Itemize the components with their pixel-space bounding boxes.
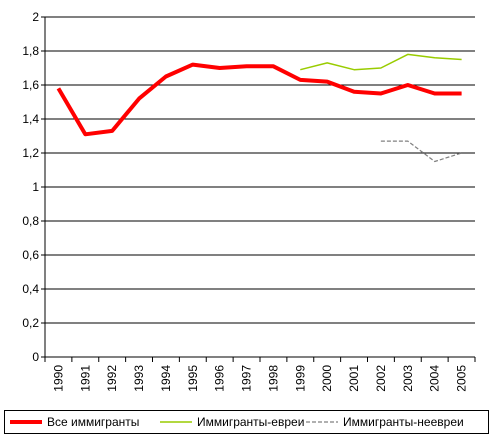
y-tick-label: 1,6 [22, 78, 39, 92]
y-tick-label: 0,6 [22, 248, 39, 262]
y-axis: 0 0,2 0,4 0,6 0,8 1 1,2 1,4 1,6 1,8 2 [22, 10, 46, 364]
legend-label-1: Все иммигранты [47, 415, 139, 429]
series-line-3 [380, 140, 462, 163]
y-tick-label: 1,8 [22, 44, 39, 58]
x-tick-label: 1998 [266, 365, 280, 392]
legend-label-2: Иммигранты-евреи [197, 415, 304, 429]
x-tick-label: 1990 [51, 365, 65, 392]
y-tick-label: 0,8 [22, 214, 39, 228]
y-tick-label: 0,2 [22, 316, 39, 330]
series-line-2 [300, 53, 462, 71]
x-tick-label: 2001 [347, 365, 361, 392]
x-tick-label: 1993 [132, 365, 146, 392]
x-tick-label: 1994 [159, 365, 173, 392]
x-axis: 1990 1991 1992 1993 1994 1995 1996 1997 1998 1999… [44, 356, 476, 392]
series-line-1 [56, 62, 462, 137]
y-tick-label: 1,4 [22, 112, 39, 126]
gridlines [45, 16, 475, 324]
legend-box [4, 410, 489, 434]
x-tick-label: 1995 [186, 365, 200, 392]
x-tick-label: 1999 [293, 365, 307, 392]
x-tick-label: 1992 [105, 365, 119, 392]
y-tick-label: 0 [32, 350, 39, 364]
x-tick-label: 2002 [374, 365, 388, 392]
y-tick-label: 1,2 [22, 146, 39, 160]
x-tick-label: 1991 [78, 365, 92, 392]
x-tick-label: 2003 [401, 365, 415, 392]
y-tick-label: 2 [32, 10, 39, 24]
x-tick-label: 1997 [240, 365, 254, 392]
x-tick-label: 2004 [428, 365, 442, 392]
legend: Все иммигранты Иммигранты-евреи Иммигранты… [4, 410, 489, 434]
x-tick-label: 2005 [455, 365, 469, 392]
y-tick-label: 1 [32, 180, 39, 194]
y-tick-label: 0,4 [22, 282, 39, 296]
legend-label-3: Иммигранты-неевреи [343, 415, 464, 429]
x-tick-label: 2000 [320, 365, 334, 392]
series-lines [56, 53, 462, 163]
x-tick-label: 1996 [213, 365, 227, 392]
